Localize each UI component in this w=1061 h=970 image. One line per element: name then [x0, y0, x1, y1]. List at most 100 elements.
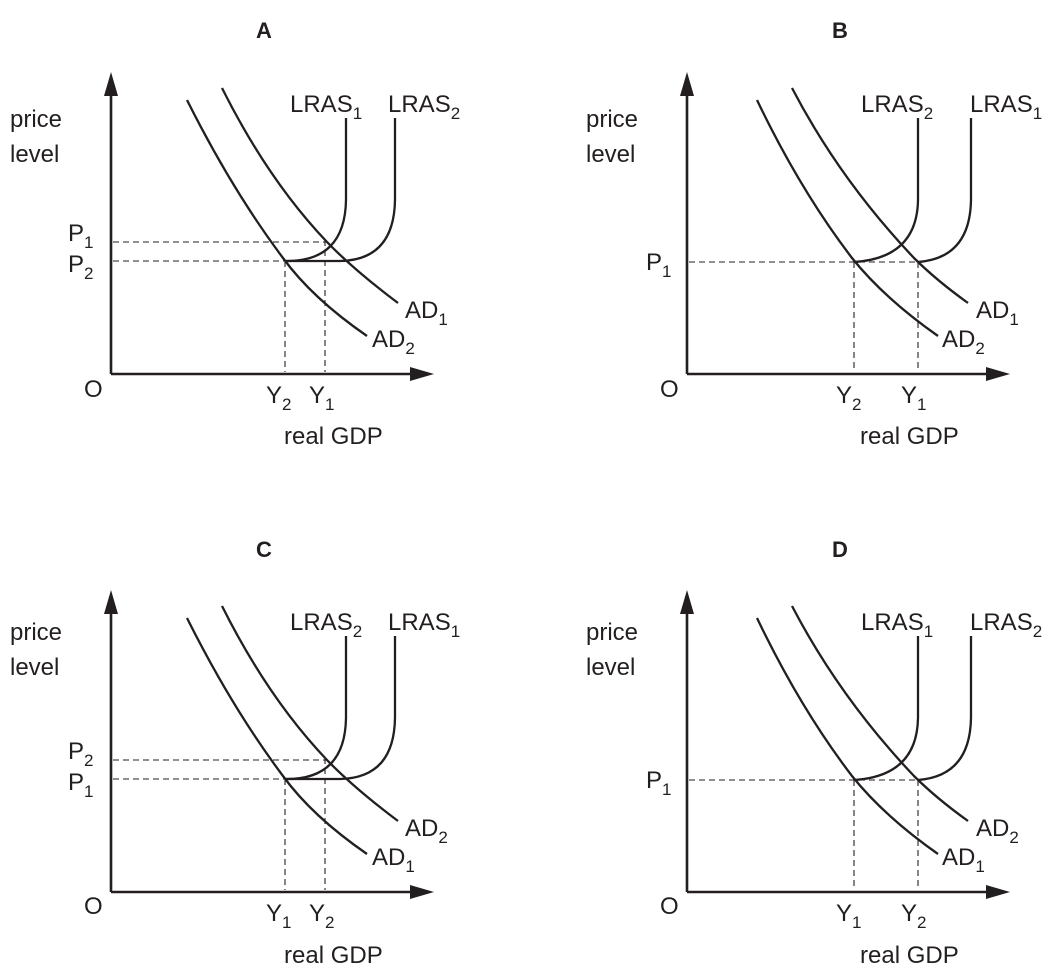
p-label-subscript: 1 [662, 262, 671, 281]
origin-label: O [84, 893, 103, 920]
lras-right-label-main: LRAS [388, 91, 451, 118]
y-axis-label-line2: level [586, 654, 635, 681]
origin-label: O [660, 893, 679, 920]
y-axis-label-line2: level [10, 654, 59, 681]
y-axis-label-line1: price [586, 106, 638, 133]
lras-right-label-subscript: 1 [451, 622, 460, 641]
y-left-label-subscript: 2 [852, 395, 861, 414]
lras-left-curve [853, 118, 920, 264]
y-right-label-main: Y [309, 382, 325, 409]
p-label-subscript: 1 [662, 780, 671, 799]
p-lower-label: P1 [68, 769, 93, 801]
ad-upper-curve [790, 87, 969, 304]
lras-right-label: LRAS1 [970, 91, 1042, 123]
panel-letter: C [256, 537, 272, 562]
lras-right-curve [285, 636, 397, 781]
y-right-label-main: Y [901, 900, 917, 927]
y-axis-label-line2: level [10, 141, 59, 168]
lras-left-label-subscript: 1 [353, 104, 362, 123]
lras-left-label-main: LRAS [861, 609, 924, 636]
y-axis-label-line1: price [10, 619, 62, 646]
ad-upper-label: AD2 [405, 815, 448, 847]
y-axis-arrowhead [104, 72, 118, 96]
y-axis-label-line1: price [10, 106, 62, 133]
y-left-label-main: Y [266, 900, 282, 927]
y-left-label: Y2 [266, 382, 291, 414]
p-upper-label-main: P [68, 738, 84, 765]
lras-right-label: LRAS2 [388, 91, 460, 123]
lras-left-label-subscript: 1 [924, 622, 933, 641]
lras-left-label: LRAS2 [290, 609, 362, 641]
ad-lower-curve [755, 617, 939, 855]
y-axis-arrowhead [680, 590, 694, 614]
ad-upper-label-main: AD [405, 297, 438, 324]
ad-lower-label-subscript: 2 [405, 339, 414, 358]
ad-upper-label-main: AD [976, 297, 1009, 324]
origin-label: O [84, 376, 103, 403]
ad-upper-curve [790, 605, 969, 822]
y-right-label: Y2 [309, 900, 334, 932]
ad-lower-curve [185, 617, 368, 855]
p-lower-label-main: P [68, 251, 84, 278]
y-right-label: Y2 [901, 900, 926, 932]
ad-lower-label-subscript: 1 [975, 857, 984, 876]
x-axis-label: real GDP [860, 423, 959, 450]
panel-letter: A [256, 18, 272, 43]
ad-upper-label-subscript: 2 [1009, 828, 1018, 847]
p-lower-label-main: P [68, 769, 84, 796]
ad-lower-label-main: AD [942, 844, 975, 871]
x-axis-arrowhead [986, 367, 1010, 381]
p-label-main: P [646, 767, 662, 794]
lras-right-curve [917, 636, 973, 782]
y-left-label-main: Y [836, 900, 852, 927]
lras-right-label-main: LRAS [970, 609, 1033, 636]
ad-upper-label: AD1 [976, 297, 1019, 329]
p-upper-label-subscript: 2 [84, 751, 93, 770]
ad-upper-curve [220, 605, 399, 822]
y-axis-arrowhead [680, 72, 694, 96]
y-right-label: Y1 [901, 382, 926, 414]
panel-c: C price level O real GDP LRAS2 LRAS1 AD2… [10, 537, 460, 969]
x-axis-label: real GDP [284, 423, 383, 450]
p-upper-label: P2 [68, 738, 93, 770]
lras-left-label: LRAS1 [290, 91, 362, 123]
y-right-label-subscript: 2 [917, 913, 926, 932]
lras-right-curve [917, 118, 973, 264]
lras-left-curve [284, 636, 348, 781]
y-axis-label-line1: price [586, 619, 638, 646]
ad-lower-curve [185, 99, 368, 337]
ad-upper-label-subscript: 1 [1009, 310, 1018, 329]
origin-label: O [660, 376, 679, 403]
y-axis-label-line2: level [586, 141, 635, 168]
y-right-label: Y1 [309, 382, 334, 414]
y-right-label-subscript: 1 [325, 395, 334, 414]
p-lower-label: P2 [68, 251, 93, 283]
lras-right-label-main: LRAS [970, 91, 1033, 118]
lras-left-label: LRAS2 [861, 91, 933, 123]
lras-right-label-subscript: 2 [451, 104, 460, 123]
y-left-label-subscript: 1 [282, 913, 291, 932]
p-upper-label-subscript: 1 [84, 233, 93, 252]
ad-lower-label: AD2 [372, 326, 415, 358]
y-right-label-subscript: 1 [917, 395, 926, 414]
p-label: P1 [646, 767, 671, 799]
p-lower-label-subscript: 2 [84, 264, 93, 283]
y-left-label: Y1 [836, 900, 861, 932]
y-left-label-main: Y [266, 382, 282, 409]
ad-upper-label: AD2 [976, 815, 1019, 847]
lras-left-label-subscript: 2 [353, 622, 362, 641]
x-axis-arrowhead [986, 885, 1010, 899]
ad-lower-label-main: AD [942, 326, 975, 353]
lras-left-label-main: LRAS [290, 91, 353, 118]
ad-lower-label-main: AD [372, 844, 405, 871]
ad-lower-label-subscript: 1 [405, 857, 414, 876]
panel-b: B price level O real GDP LRAS2 LRAS1 AD1… [586, 18, 1042, 450]
y-right-label-main: Y [901, 382, 917, 409]
x-axis-label: real GDP [284, 942, 383, 969]
p-upper-label-main: P [68, 220, 84, 247]
y-left-label: Y2 [836, 382, 861, 414]
y-left-label-subscript: 2 [282, 395, 291, 414]
panel-a: A price level O real GDP LRAS1 LRAS2 AD1… [10, 18, 460, 450]
p-upper-label: P1 [68, 220, 93, 252]
